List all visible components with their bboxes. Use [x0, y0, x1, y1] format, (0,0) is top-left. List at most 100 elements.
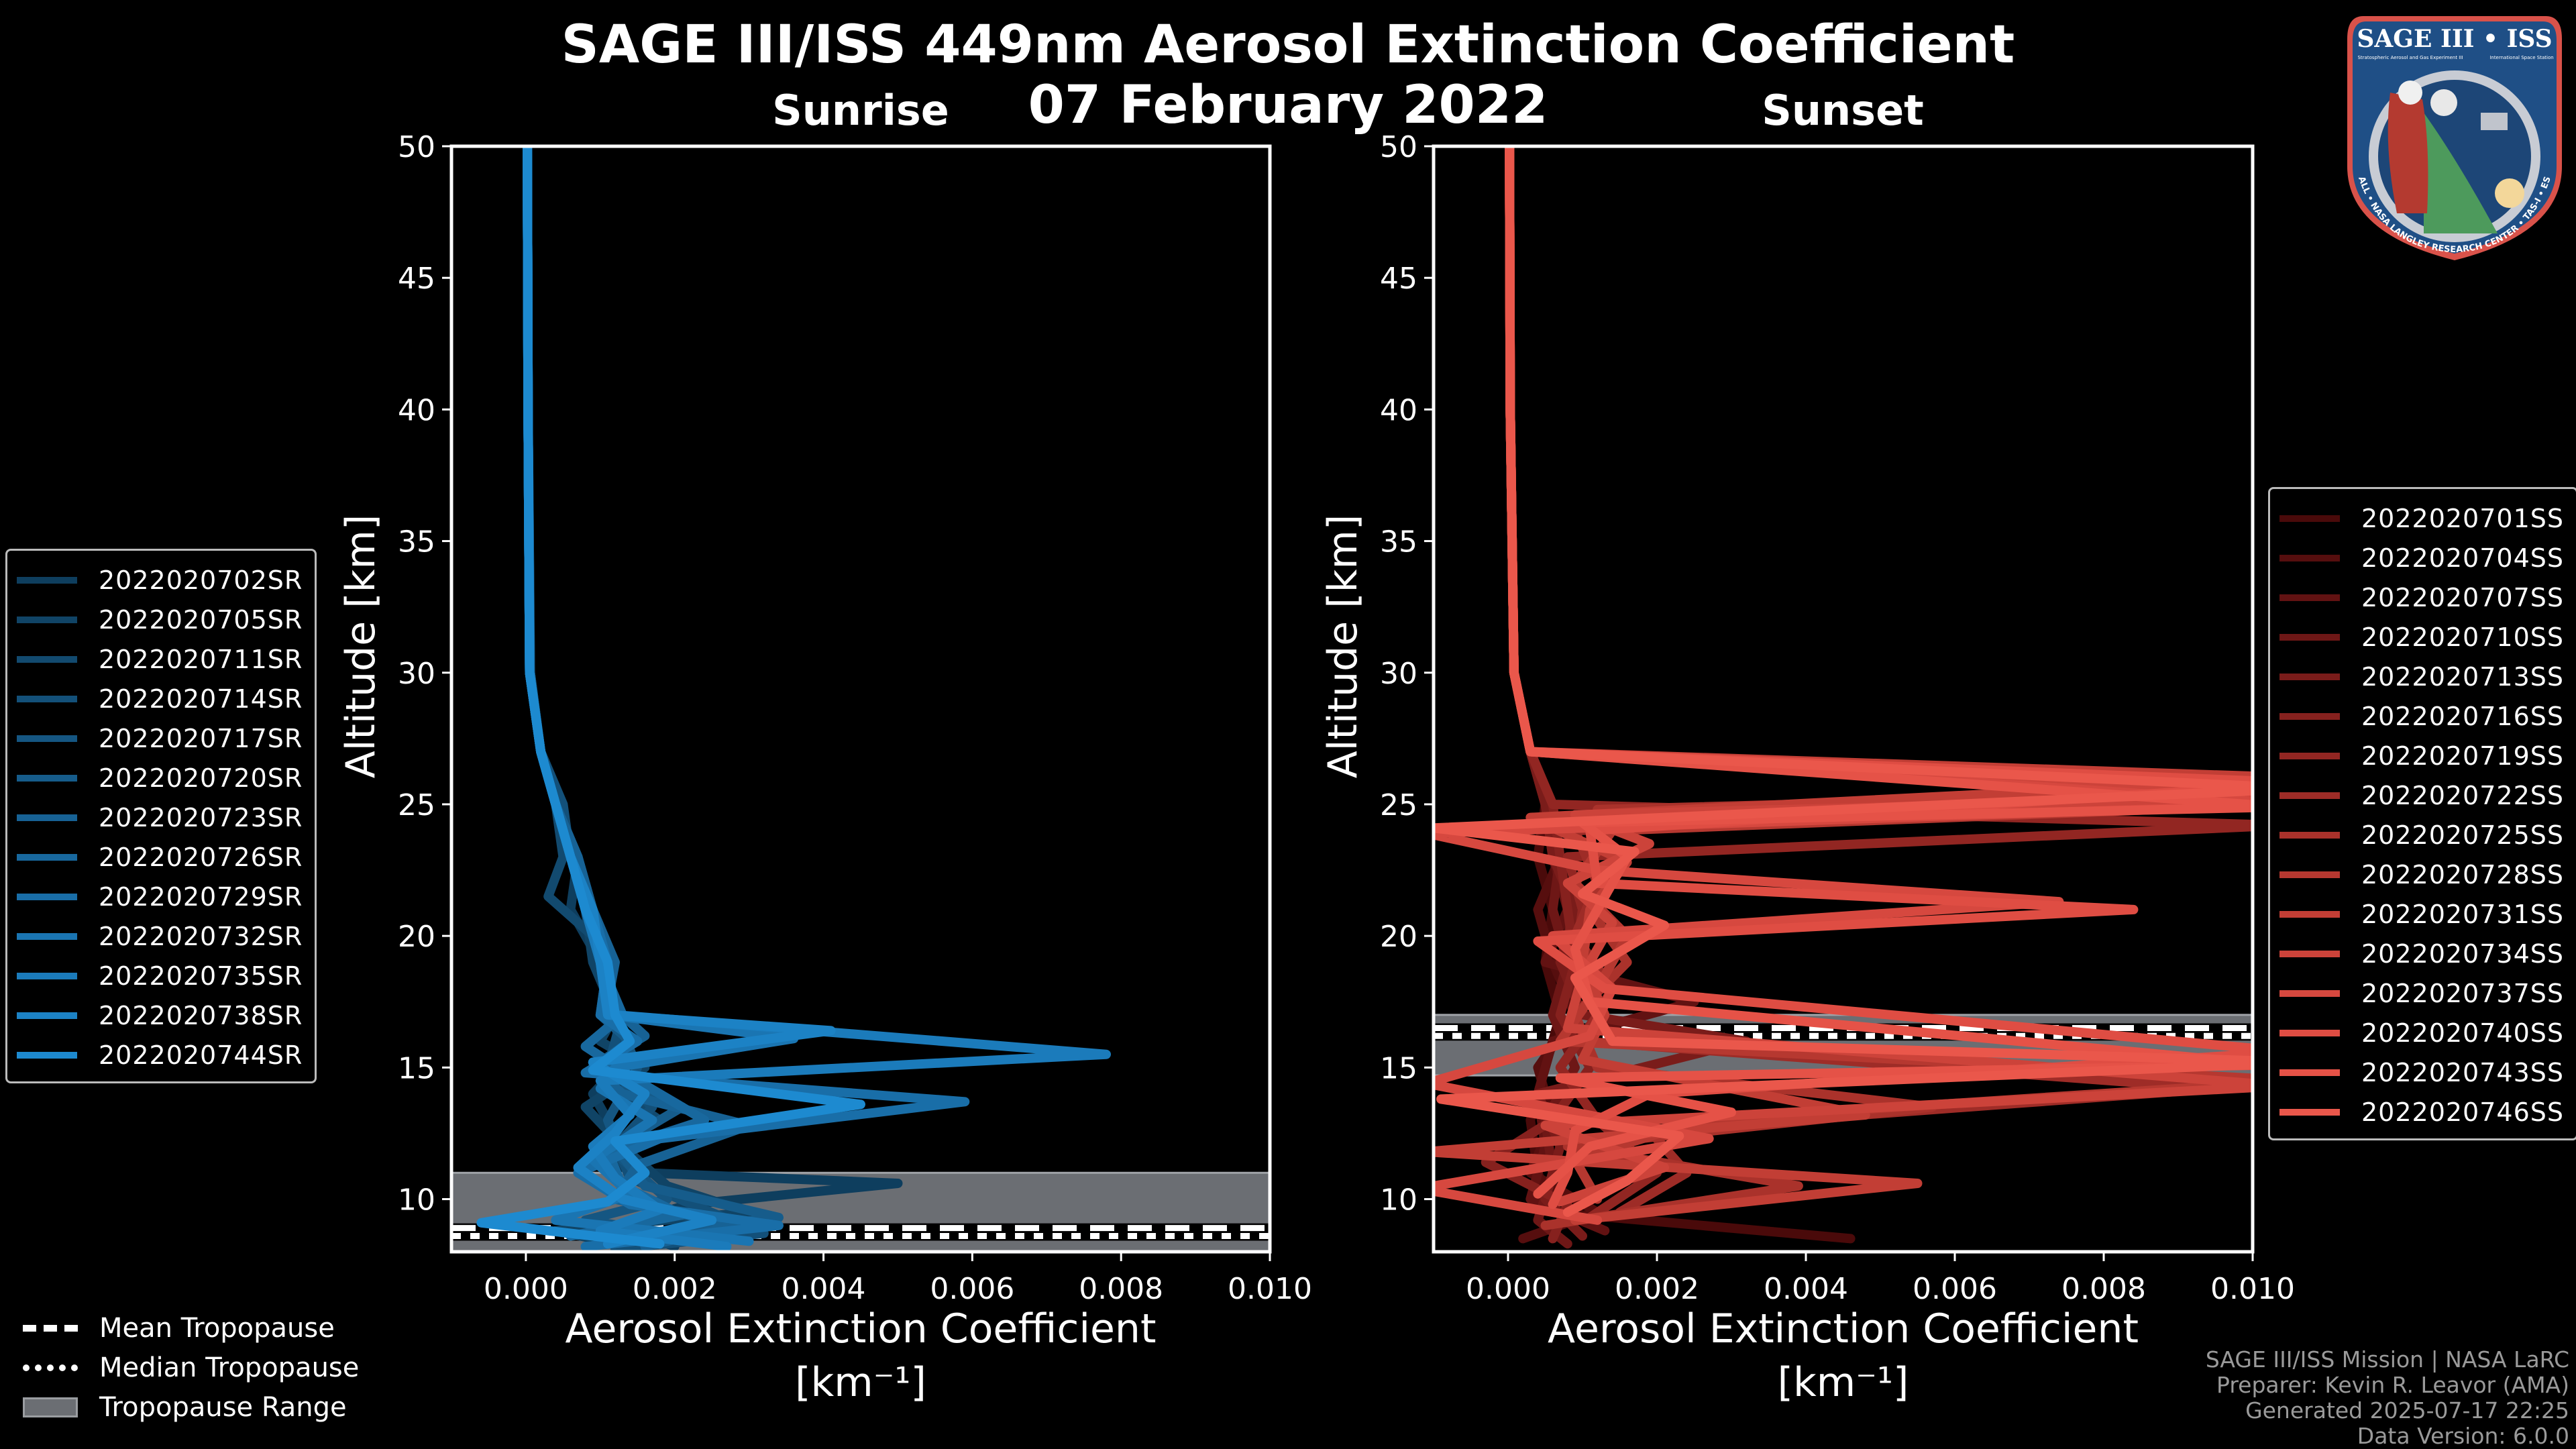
legend-label: 2022020723SR [99, 802, 303, 833]
legend-item: 2022020713SS [2279, 657, 2564, 696]
legend-line-swatch-icon [2279, 1069, 2340, 1076]
legend-line-swatch-icon [17, 616, 77, 623]
series-line-2022020746SS [1434, 146, 2253, 1218]
legend-label: 2022020740SS [2361, 1018, 2565, 1048]
sunset-x-axis-units: [km⁻¹] [1778, 1359, 1909, 1406]
sunrise-y-tick-label: 40 [398, 393, 435, 427]
legend-item: 2022020702SR [17, 560, 303, 600]
sunset-plot-area [1434, 146, 2253, 1249]
legend-item: 2022020704SS [2279, 538, 2564, 578]
sunrise-plot-area [451, 146, 1270, 1252]
legend-label: 2022020701SS [2361, 503, 2565, 533]
legend-label: 2022020707SS [2361, 582, 2565, 612]
legend-line-swatch-icon [17, 932, 77, 940]
sunrise-y-axis-label: Altitude [km] [337, 515, 384, 779]
legend-mean-tropopause: Mean Tropopause [23, 1308, 359, 1348]
legend-item: 2022020737SS [2279, 973, 2564, 1013]
series-line-2022020744SR [476, 146, 865, 1249]
legend-line-swatch-icon [2279, 792, 2340, 799]
legend-label: 2022020746SS [2361, 1097, 2565, 1127]
legend-item: 2022020722SS [2279, 775, 2564, 815]
legend-item: 2022020717SR [17, 718, 303, 758]
legend-label: 2022020732SR [99, 921, 303, 951]
legend-label: 2022020728SS [2361, 859, 2565, 890]
chart-date: 07 February 2022 [1028, 75, 1548, 136]
legend-line-swatch-icon [2279, 831, 2340, 839]
legend-label: 2022020729SR [99, 881, 303, 912]
legend-item: 2022020738SR [17, 996, 303, 1035]
sage-iii-iss-mission-patch-logo: SAGE III • ISS Stratospheric Aerosol and… [2343, 12, 2562, 260]
tropopause-legend: Mean Tropopause Median Tropopause Tropop… [23, 1308, 359, 1427]
sunrise-axes-frame [449, 144, 1272, 1254]
dotted-line-icon [23, 1364, 78, 1371]
legend-line-swatch-icon [17, 576, 77, 584]
legend-item: 2022020726SR [17, 837, 303, 877]
legend-line-swatch-icon [17, 774, 77, 782]
sunrise-subtitle: Sunrise [772, 86, 949, 135]
sunrise-x-tick-label: 0.006 [930, 1272, 1014, 1306]
sunset-y-tick-label: 30 [1380, 657, 1417, 691]
legend-label: 2022020714SR [99, 684, 303, 714]
legend-item: 2022020714SR [17, 679, 303, 718]
legend-item: 2022020744SR [17, 1035, 303, 1075]
series-line-2022020735SR [523, 146, 1111, 1252]
dashed-line-icon [23, 1324, 78, 1332]
legend-label: 2022020713SS [2361, 661, 2565, 692]
sunset-x-tick-label: 0.004 [1764, 1272, 1848, 1306]
legend-label: 2022020725SS [2361, 820, 2565, 850]
legend-line-swatch-icon [17, 695, 77, 702]
legend-line-swatch-icon [2279, 1029, 2340, 1036]
legend-item: 2022020720SR [17, 758, 303, 798]
sunset-y-tick-label: 20 [1380, 920, 1417, 954]
wizard-icon [2387, 93, 2428, 213]
legend-line-swatch-icon [2279, 752, 2340, 759]
footer-mission: SAGE III/ISS Mission | NASA LaRC [2205, 1346, 2569, 1373]
legend-label: 2022020734SS [2361, 938, 2565, 969]
legend-line-swatch-icon [17, 735, 77, 742]
legend-item: 2022020732SR [17, 916, 303, 956]
legend-label: 2022020702SR [99, 565, 303, 595]
sunset-subtitle: Sunset [1762, 86, 1924, 135]
legend-line-swatch-icon [2279, 673, 2340, 680]
logo-subtitle-left: Stratospheric Aerosol and Gas Experiment… [2357, 55, 2463, 60]
chart-title: SAGE III/ISS 449nm Aerosol Extinction Co… [561, 15, 2015, 75]
iss-icon [2481, 113, 2508, 130]
sunset-y-tick-label: 50 [1380, 130, 1417, 164]
sunset-axes-frame [1432, 144, 2255, 1254]
sunset-y-tick-label: 45 [1380, 262, 1417, 296]
legend-line-swatch-icon [17, 1012, 77, 1019]
legend-item: 2022020723SR [17, 798, 303, 837]
legend-line-swatch-icon [17, 1051, 77, 1059]
sun-icon [2495, 178, 2524, 208]
sunset-x-tick-label: 0.008 [2061, 1272, 2146, 1306]
legend-tropopause-range: Tropopause Range [23, 1387, 359, 1427]
legend-line-swatch-icon [17, 853, 77, 861]
sunset-y-tick-label: 40 [1380, 393, 1417, 427]
sunrise-y-tick-label: 15 [398, 1051, 435, 1085]
legend-label: 2022020719SS [2361, 741, 2565, 771]
legend-label: 2022020731SS [2361, 899, 2565, 929]
legend-label: 2022020711SR [99, 644, 303, 674]
sunrise-y-tick-label: 45 [398, 262, 435, 296]
legend-line-swatch-icon [17, 814, 77, 821]
legend-label: Median Tropopause [99, 1352, 360, 1383]
legend-label: 2022020744SR [99, 1040, 303, 1070]
legend-item: 2022020719SS [2279, 736, 2564, 775]
series-line-2022020729SR [523, 146, 970, 1252]
sunrise-x-tick-label: 0.002 [633, 1272, 717, 1306]
sunrise-x-tick-label: 0.010 [1228, 1272, 1312, 1306]
sunset-x-tick-label: 0.000 [1466, 1272, 1550, 1306]
legend-label: 2022020705SR [99, 604, 303, 635]
legend-label: 2022020743SS [2361, 1057, 2565, 1087]
sunset-x-tick-label: 0.002 [1615, 1272, 1699, 1306]
legend-item: 2022020743SS [2279, 1053, 2564, 1092]
legend-item: 2022020740SS [2279, 1013, 2564, 1053]
legend-item: 2022020729SR [17, 877, 303, 916]
legend-label: 2022020720SR [99, 763, 303, 793]
legend-line-swatch-icon [2279, 871, 2340, 878]
legend-label: 2022020717SR [99, 723, 303, 753]
legend-line-swatch-icon [17, 972, 77, 979]
legend-line-swatch-icon [2279, 633, 2340, 641]
legend-line-swatch-icon [2279, 515, 2340, 522]
